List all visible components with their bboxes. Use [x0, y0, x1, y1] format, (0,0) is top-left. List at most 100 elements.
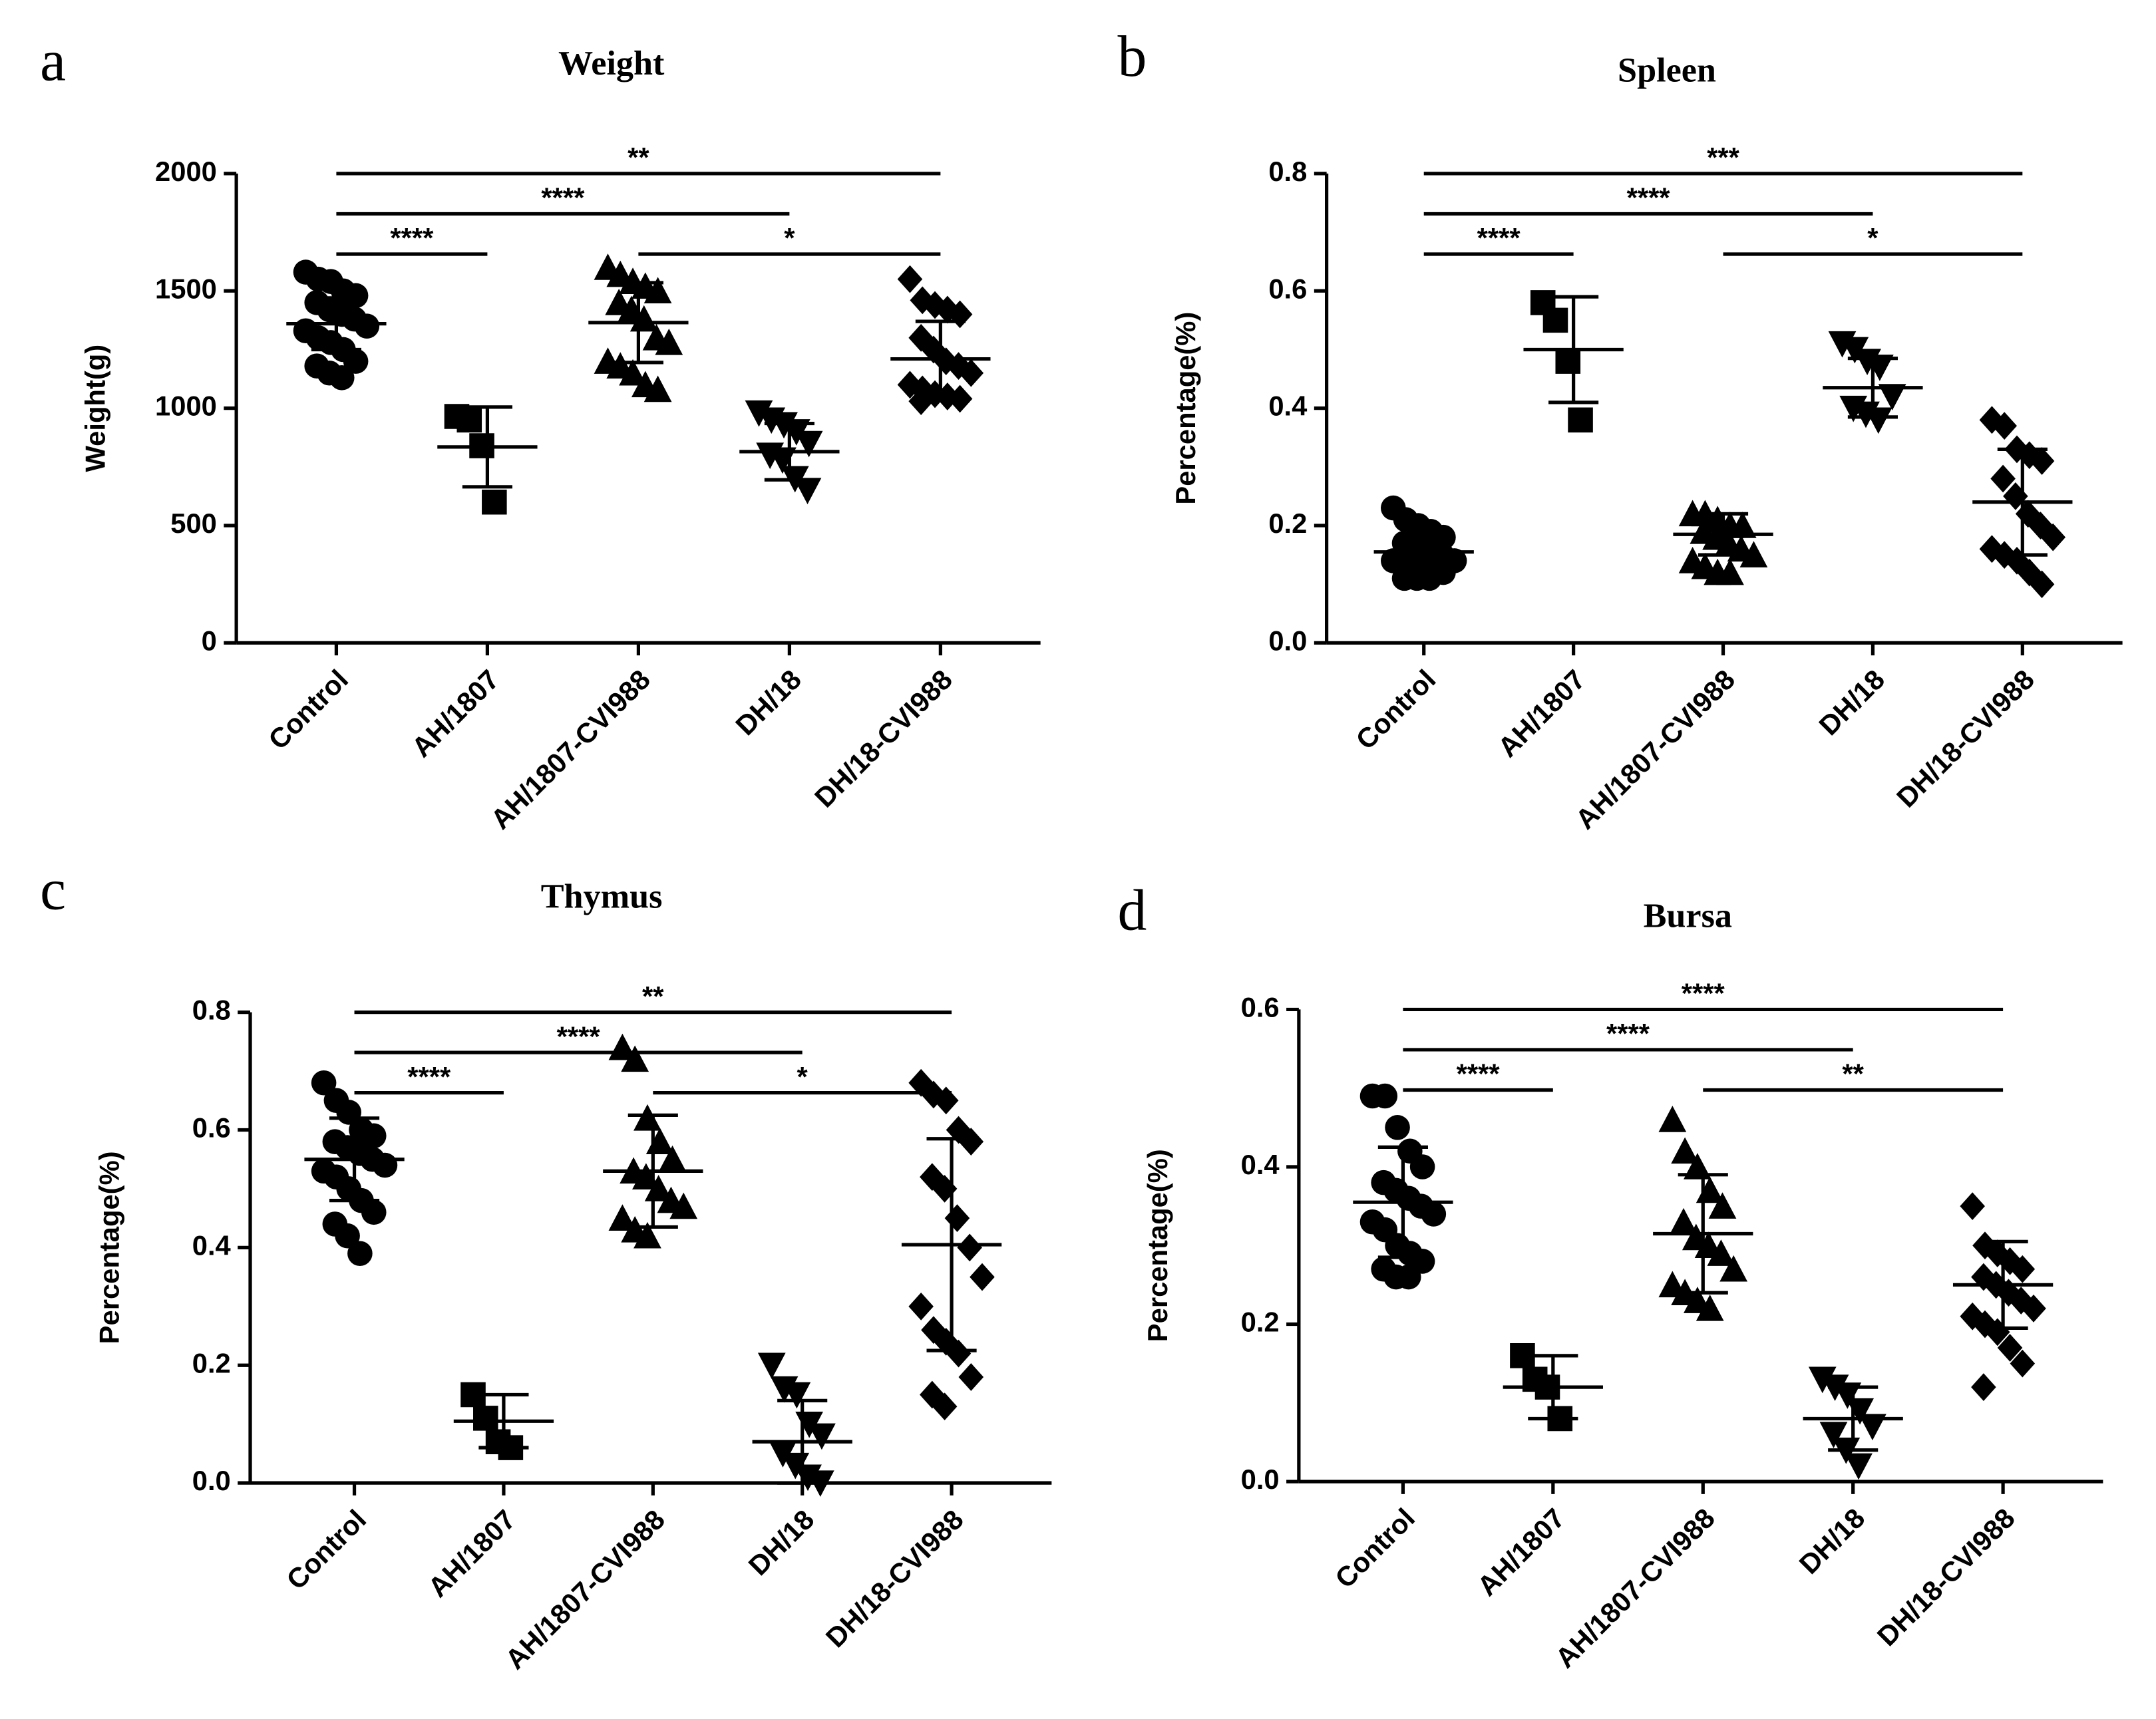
point	[1728, 512, 1757, 538]
significance-label: **	[642, 981, 664, 1012]
y-tick-label: 0.4	[1268, 391, 1307, 422]
point	[619, 359, 647, 386]
point	[932, 1392, 958, 1421]
y-tick-label: 0.2	[192, 1347, 231, 1378]
y-tick-label: 500	[170, 508, 217, 539]
x-tick-label: DH/18-CVI988	[1890, 663, 2040, 813]
point	[329, 365, 355, 391]
significance-label: **	[628, 142, 649, 173]
point	[354, 313, 380, 339]
y-tick-label: 0.8	[1268, 156, 1307, 187]
significance-label: *	[784, 222, 795, 253]
point	[1421, 1201, 1447, 1227]
point	[343, 283, 369, 309]
y-tick-label: 0.6	[1268, 273, 1307, 304]
x-tick-label: AH/1807	[1471, 1502, 1571, 1602]
point	[1808, 1366, 1837, 1394]
x-tick-label: AH/1807-CVI988	[499, 1503, 671, 1675]
y-axis-label: Percentage(%)	[93, 1151, 124, 1344]
point	[1409, 1154, 1435, 1179]
significance-label: ****	[541, 182, 585, 214]
x-tick-label: DH/18	[729, 663, 807, 741]
point	[1696, 1295, 1724, 1321]
x-tick-label: Control	[1349, 663, 1441, 755]
point	[1708, 1192, 1737, 1219]
point	[311, 1070, 337, 1096]
point	[1395, 1264, 1421, 1290]
significance-label: ****	[407, 1061, 451, 1092]
point	[460, 1382, 486, 1408]
point	[482, 489, 507, 515]
point	[1417, 565, 1442, 591]
point	[957, 1233, 982, 1262]
y-axis-label: Percentage(%)	[1142, 1149, 1173, 1342]
significance-label: ****	[390, 222, 434, 253]
x-tick-label: AH/1807	[422, 1503, 522, 1603]
point	[958, 1363, 984, 1391]
y-tick-label: 1000	[155, 391, 217, 422]
significance-label: ****	[1457, 1058, 1501, 1090]
significance-label: *	[797, 1061, 808, 1092]
point	[643, 277, 672, 304]
chart-title: Bursa	[1644, 897, 1732, 935]
panel-label: a	[40, 28, 66, 92]
y-tick-label: 0.4	[192, 1229, 231, 1261]
y-tick-label: 0.2	[1268, 508, 1307, 539]
point	[958, 1128, 984, 1156]
point	[2029, 447, 2055, 475]
y-tick-label: 0.4	[1241, 1149, 1280, 1180]
point	[1385, 1115, 1410, 1140]
point	[608, 1204, 637, 1231]
point	[2029, 570, 2055, 599]
point	[633, 1104, 661, 1131]
point	[1859, 1414, 1886, 1441]
y-tick-label: 0.0	[192, 1465, 231, 1496]
x-tick-label: AH/1807	[405, 663, 505, 763]
point	[1510, 1343, 1535, 1368]
significance-label: ****	[1682, 978, 1725, 1009]
point	[372, 1152, 398, 1178]
point	[808, 1423, 836, 1450]
y-tick-label: 2000	[155, 156, 217, 187]
x-tick-label: DH/18-CVI988	[808, 663, 958, 813]
x-tick-label: Control	[262, 663, 354, 755]
point	[1671, 1137, 1699, 1164]
point	[335, 1223, 360, 1249]
point	[770, 412, 798, 439]
y-tick-label: 0.0	[1268, 625, 1307, 656]
x-tick-label: AH/1807	[1492, 663, 1592, 763]
panel-label: b	[1117, 24, 1147, 88]
point	[2010, 1255, 2036, 1283]
y-tick-label: 0.8	[192, 995, 231, 1026]
point	[655, 329, 683, 355]
significance-label: ***	[1707, 142, 1739, 173]
significance-label: ****	[1477, 222, 1521, 253]
x-tick-label: Control	[1329, 1502, 1421, 1594]
point	[1960, 1192, 1985, 1220]
point	[456, 407, 482, 433]
point	[361, 1199, 387, 1225]
point	[970, 1263, 995, 1291]
point	[1739, 541, 1768, 567]
x-tick-label: DH/18-CVI988	[820, 1503, 970, 1653]
point	[920, 1380, 945, 1409]
chart-title: Weight	[558, 45, 665, 82]
significance-label: *	[1867, 222, 1879, 253]
x-tick-label: Control	[280, 1503, 372, 1595]
panel-label: d	[1117, 878, 1147, 943]
y-tick-label: 0	[202, 625, 217, 656]
x-tick-label: AH/1807-CVI988	[484, 663, 656, 835]
y-axis-label: Percentage(%)	[1170, 312, 1201, 505]
point	[795, 430, 823, 458]
chart-title: Thymus	[541, 877, 663, 915]
point	[1372, 1083, 1398, 1109]
y-tick-label: 0.0	[1241, 1464, 1280, 1495]
point	[1684, 1153, 1711, 1179]
y-tick-label: 1500	[155, 273, 217, 304]
x-tick-label: DH/18	[742, 1503, 820, 1581]
significance-label: ****	[557, 1020, 601, 1052]
point	[1568, 407, 1593, 433]
point	[2010, 1349, 2036, 1378]
